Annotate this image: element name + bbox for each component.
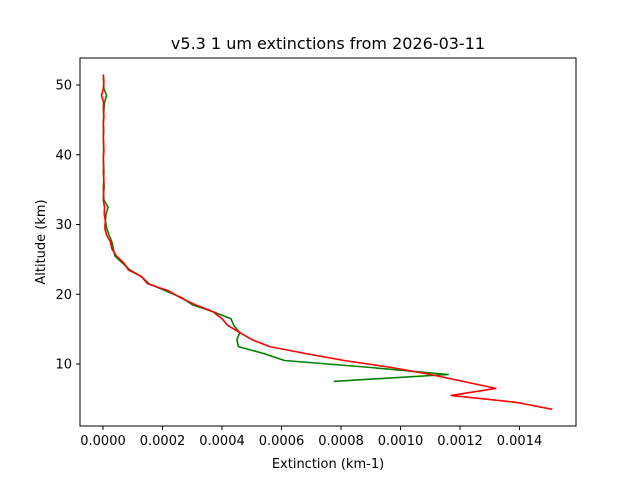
y-axis-label: Altitude (km) xyxy=(34,199,49,284)
series-line-red xyxy=(100,74,553,411)
y-tick-label: 40 xyxy=(55,148,72,163)
y-tick-label: 50 xyxy=(55,79,72,94)
x-axis-ticks: 0.0000 0.0002 0.0004 0.0006 0.0008 0.0010 0.00… xyxy=(80,426,542,449)
plot-lines xyxy=(100,74,553,411)
y-axis-ticks: 10 20 30 40 50 xyxy=(55,79,80,373)
x-tick-label: 0.0006 xyxy=(259,434,305,449)
x-tick-label: 0.0010 xyxy=(378,434,424,449)
series-line-green xyxy=(102,74,449,383)
x-tick-label: 0.0004 xyxy=(199,434,245,449)
x-tick-label: 0.0008 xyxy=(318,434,364,449)
x-axis-label: Extinction (km-1) xyxy=(272,457,384,472)
y-tick-label: 30 xyxy=(55,218,72,233)
y-tick-label: 20 xyxy=(55,288,72,303)
plot-frame xyxy=(79,57,577,427)
chart-title: v5.3 1 um extinctions from 2026-03-11 xyxy=(171,34,485,53)
x-tick-label: 0.0014 xyxy=(497,434,543,449)
y-tick-label: 10 xyxy=(55,358,72,373)
x-tick-label: 0.0002 xyxy=(140,434,186,449)
x-tick-label: 0.0012 xyxy=(437,434,483,449)
x-tick-label: 0.0000 xyxy=(80,434,126,449)
